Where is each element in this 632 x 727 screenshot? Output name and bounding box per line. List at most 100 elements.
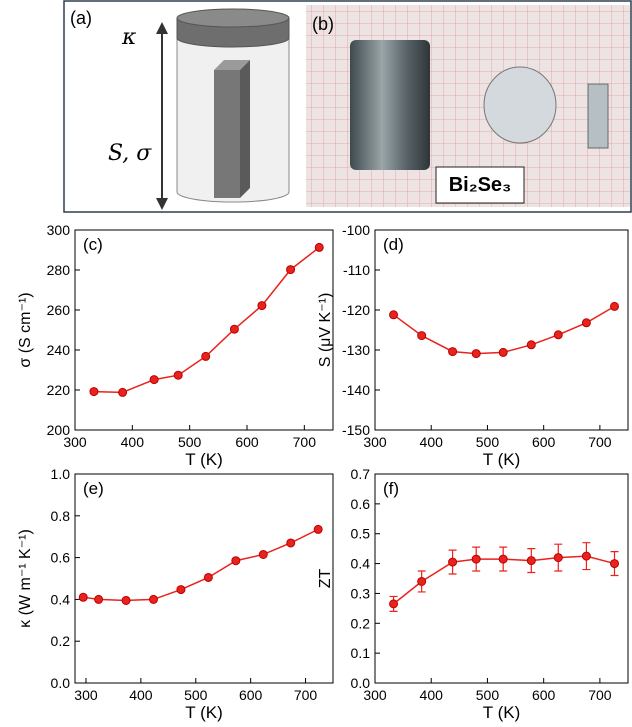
y-tick-label: -110 <box>343 262 370 278</box>
point <box>315 243 323 251</box>
x-tick-label: 400 <box>420 434 444 450</box>
y-axis-label: σ (S cm⁻¹) <box>17 292 34 367</box>
y-tick-label: 260 <box>47 302 71 318</box>
x-tick-label: 600 <box>235 434 259 450</box>
y-tick-label: 0.6 <box>351 496 371 512</box>
s-sigma-label: S, σ <box>108 141 152 166</box>
y-tick-label: 0.8 <box>51 508 71 524</box>
disc <box>484 67 556 143</box>
point <box>95 595 103 603</box>
y-tick-label: 0.2 <box>351 615 371 631</box>
y-tick-label: -130 <box>342 342 370 358</box>
point <box>449 348 457 356</box>
point <box>177 586 185 594</box>
sample <box>214 70 240 198</box>
point <box>418 332 426 340</box>
point <box>390 311 398 319</box>
point <box>149 595 157 603</box>
point <box>174 371 182 379</box>
x-axis-label: T (K) <box>185 450 222 469</box>
figure: (a) κ S, σ (b) Bi₂Se₃ 300400500600700200… <box>0 0 632 722</box>
point <box>499 555 507 563</box>
kappa-label: κ <box>121 25 137 50</box>
panel-label: (f) <box>383 479 399 498</box>
x-tick-label: 600 <box>532 434 556 450</box>
point <box>582 552 590 560</box>
point <box>204 573 212 581</box>
y-tick-label: 0.4 <box>51 591 71 607</box>
y-axis-label: κ (W m⁻¹ K⁻¹) <box>17 529 34 628</box>
y-tick-label: 0.5 <box>351 526 371 542</box>
point <box>230 325 238 333</box>
point <box>527 341 535 349</box>
panel-label: (b) <box>312 14 334 34</box>
point <box>472 350 480 358</box>
panel-label: (e) <box>83 479 104 498</box>
y-tick-label: 0.2 <box>51 633 71 649</box>
series-line <box>394 306 615 353</box>
point <box>554 554 562 562</box>
y-axis-label: ZT <box>317 569 334 589</box>
series-line <box>94 247 319 392</box>
x-axis-label: T (K) <box>483 703 520 722</box>
y-tick-label: 240 <box>47 342 71 358</box>
y-axis-label: S (μV K⁻¹) <box>317 293 334 368</box>
x-tick-label: 500 <box>476 687 500 703</box>
y-tick-label: 0.3 <box>351 585 371 601</box>
point <box>90 388 98 396</box>
series-line <box>83 529 318 600</box>
y-tick-label: 0.1 <box>351 645 371 661</box>
point <box>259 550 267 558</box>
y-tick-label: -120 <box>342 302 370 318</box>
point <box>449 558 457 566</box>
point <box>582 319 590 327</box>
lid-top <box>177 9 289 27</box>
x-tick-label: 600 <box>239 687 263 703</box>
y-tick-label: 1.0 <box>51 466 71 482</box>
material-label: Bi₂Se₃ <box>449 174 512 196</box>
point <box>202 352 210 360</box>
x-tick-label: 700 <box>588 434 612 450</box>
point <box>554 331 562 339</box>
x-tick-label: 700 <box>293 434 317 450</box>
y-tick-label: 0.0 <box>51 675 71 691</box>
point <box>122 596 130 604</box>
y-tick-label: 300 <box>47 222 71 238</box>
plot-frame <box>75 230 333 430</box>
ingot <box>350 40 430 170</box>
y-tick-label: 280 <box>47 262 71 278</box>
x-tick-label: 700 <box>294 687 318 703</box>
point <box>232 557 240 565</box>
bar-sample <box>588 84 608 148</box>
x-tick-label: 400 <box>129 687 153 703</box>
point <box>258 302 266 310</box>
x-axis-label: T (K) <box>185 703 222 722</box>
x-tick-label: 500 <box>184 687 208 703</box>
point <box>611 302 619 310</box>
y-tick-label: -140 <box>342 382 370 398</box>
plot-frame <box>75 474 333 683</box>
point <box>79 593 87 601</box>
point <box>150 376 158 384</box>
x-tick-label: 400 <box>121 434 145 450</box>
point <box>314 525 322 533</box>
x-tick-label: 700 <box>588 687 612 703</box>
x-tick-label: 300 <box>74 687 98 703</box>
x-tick-label: 500 <box>178 434 202 450</box>
y-tick-label: 0.4 <box>351 556 371 572</box>
panel-label: (c) <box>83 235 103 254</box>
y-tick-label: 200 <box>47 422 71 438</box>
x-tick-label: 500 <box>476 434 500 450</box>
y-tick-label: 0.6 <box>51 550 71 566</box>
point <box>287 266 295 274</box>
point <box>418 577 426 585</box>
plot-frame <box>375 474 628 683</box>
y-tick-label: -100 <box>342 222 370 238</box>
point <box>119 388 127 396</box>
y-tick-label: 0.7 <box>351 466 371 482</box>
point <box>390 600 398 608</box>
y-tick-label: 220 <box>47 382 71 398</box>
point <box>611 560 619 568</box>
point <box>499 348 507 356</box>
y-tick-label: 0.0 <box>351 675 371 691</box>
